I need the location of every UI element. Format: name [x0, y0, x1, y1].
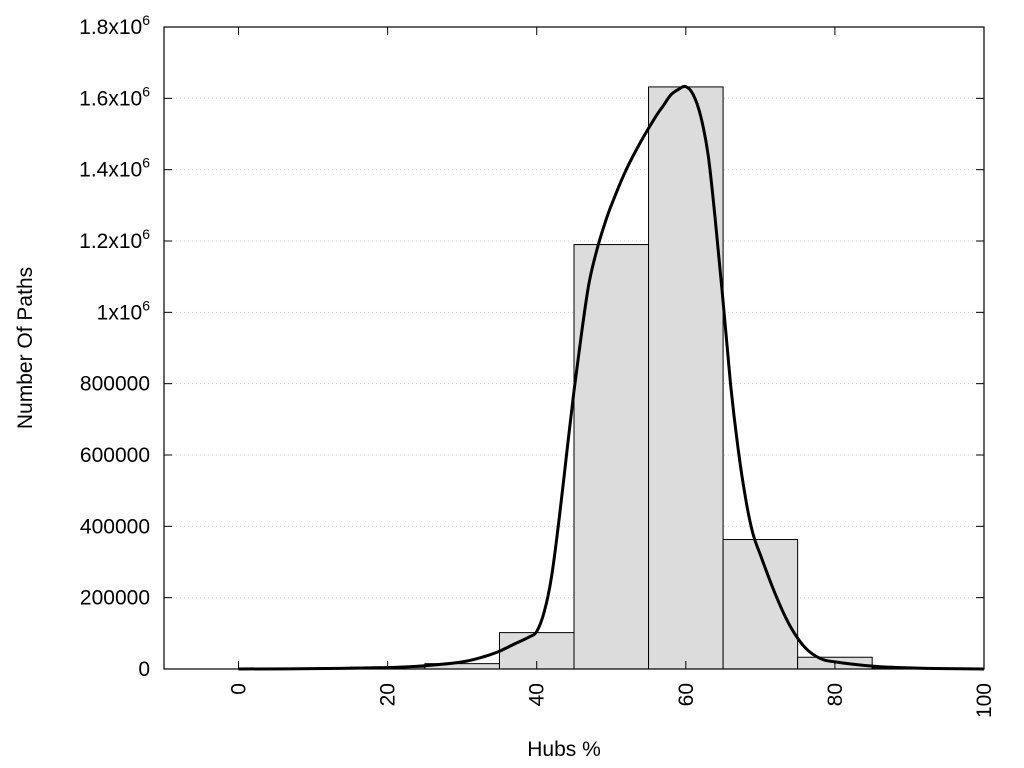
x-axis-ticks: 0 20 40 60 80 100 — [228, 27, 996, 718]
y-tick-label: 1.2x106 — [79, 226, 150, 253]
x-tick-label: 80 — [824, 683, 847, 706]
grid-lines — [164, 97, 984, 599]
fit-curve-group — [238, 84, 985, 671]
histogram-bars — [349, 86, 948, 670]
y-tick-label: 200000 — [80, 587, 150, 610]
y-tick-label: 0 — [138, 658, 150, 681]
y-tick-label: 400000 — [80, 515, 150, 538]
x-tick-label: 60 — [675, 683, 698, 706]
x-tick-label: 40 — [526, 683, 549, 706]
x-tick-label: 20 — [377, 683, 400, 706]
plot-frame — [163, 26, 985, 670]
y-tick-label: 1x106 — [97, 297, 151, 324]
y-tick-label: 800000 — [80, 373, 150, 396]
x-tick-label: 0 — [228, 683, 251, 695]
y-axis-ticks: 0 200000 400000 600000 800000 1x106 1.2x106 1.4… — [79, 12, 984, 681]
y-tick-label: 1.4x106 — [79, 155, 150, 182]
y-tick-label: 600000 — [80, 444, 150, 467]
x-tick-label: 100 — [973, 683, 996, 718]
y-tick-label: 1.8x106 — [79, 12, 150, 39]
x-axis-title: Hubs % — [527, 738, 601, 761]
y-tick-label: 1.6x106 — [79, 83, 150, 110]
y-axis-title: Number Of Paths — [14, 267, 37, 429]
histogram-bar — [722, 539, 799, 670]
fit-curve — [238, 84, 985, 671]
